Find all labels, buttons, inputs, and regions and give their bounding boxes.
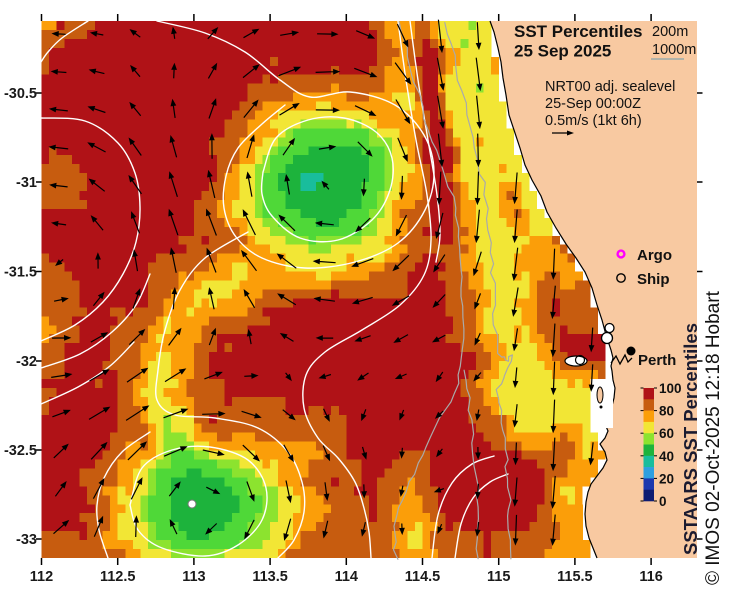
- svg-text:40: 40: [659, 449, 674, 464]
- svg-text:-30.5: -30.5: [4, 86, 37, 102]
- svg-text:116: 116: [639, 569, 662, 585]
- svg-text:© IMOS 02-Oct-2025 12:18 Hobar: © IMOS 02-Oct-2025 12:18 Hobart: [703, 290, 724, 585]
- svg-text:25 Sep 2025: 25 Sep 2025: [514, 42, 611, 61]
- svg-text:112: 112: [30, 569, 53, 585]
- svg-text:114.5: 114.5: [405, 569, 441, 585]
- svg-text:115: 115: [487, 569, 510, 585]
- svg-text:SST Percentiles: SST Percentiles: [514, 22, 643, 41]
- svg-text:Ship: Ship: [637, 271, 670, 288]
- svg-text:0.5m/s (1kt 6h): 0.5m/s (1kt 6h): [545, 113, 642, 129]
- svg-text:114: 114: [335, 569, 358, 585]
- svg-text:112.5: 112.5: [100, 569, 136, 585]
- svg-text:-32.5: -32.5: [4, 443, 37, 459]
- svg-text:113: 113: [182, 569, 205, 585]
- svg-text:SSTAARS SST Percentiles: SSTAARS SST Percentiles: [680, 323, 701, 555]
- svg-text:NRT00 adj. sealevel: NRT00 adj. sealevel: [545, 79, 675, 95]
- svg-text:-32: -32: [16, 354, 37, 370]
- svg-text:200m: 200m: [652, 24, 688, 40]
- svg-text:0: 0: [659, 494, 667, 509]
- svg-text:-31: -31: [16, 175, 37, 191]
- svg-text:113.5: 113.5: [252, 569, 288, 585]
- svg-text:80: 80: [659, 404, 674, 419]
- svg-text:1000m: 1000m: [652, 42, 696, 58]
- svg-text:-33: -33: [16, 532, 37, 548]
- svg-text:Argo: Argo: [637, 247, 672, 264]
- svg-text:20: 20: [659, 471, 674, 486]
- svg-text:-31.5: -31.5: [4, 265, 37, 281]
- svg-text:Perth: Perth: [638, 352, 676, 369]
- svg-text:60: 60: [659, 426, 674, 441]
- svg-text:100: 100: [659, 381, 682, 396]
- svg-text:115.5: 115.5: [557, 569, 593, 585]
- svg-text:25-Sep 00:00Z: 25-Sep 00:00Z: [545, 96, 641, 112]
